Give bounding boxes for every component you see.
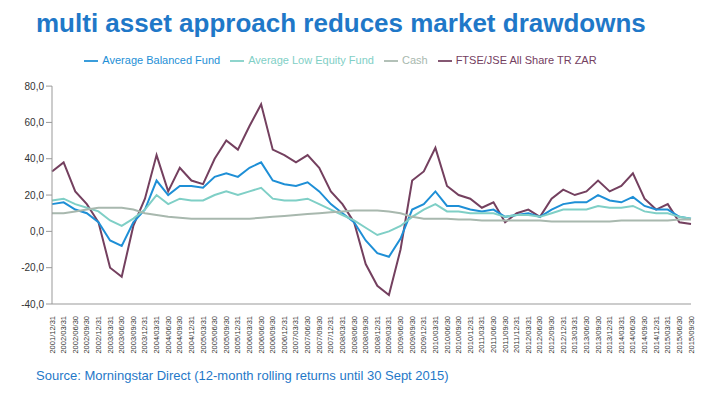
svg-text:2008/12/31: 2008/12/31 — [373, 316, 382, 354]
svg-text:2009/03/31: 2009/03/31 — [384, 316, 393, 354]
svg-text:2007/06/30: 2007/06/30 — [303, 316, 312, 354]
svg-text:2011/06/30: 2011/06/30 — [489, 316, 498, 353]
svg-text:2008/09/30: 2008/09/30 — [361, 316, 370, 354]
svg-text:2009/09/30: 2009/09/30 — [408, 316, 417, 354]
svg-text:2015/09/30: 2015/09/30 — [687, 316, 696, 354]
svg-text:2013/03/31: 2013/03/31 — [570, 316, 579, 354]
html-text:Average Balanced Fund: Average Balanced Fund — [102, 54, 221, 66]
svg-text:2013/12/31: 2013/12/31 — [605, 316, 614, 354]
svg-text:-40,0: -40,0 — [21, 299, 44, 310]
svg-text:2010/12/31: 2010/12/31 — [466, 316, 475, 354]
svg-text:80,0: 80,0 — [25, 81, 45, 92]
svg-text:-20,0: -20,0 — [21, 262, 44, 273]
svg-text:2015/06/30: 2015/06/30 — [675, 316, 684, 354]
svg-text:2010/03/31: 2010/03/31 — [431, 316, 440, 354]
svg-text:2003/12/31: 2003/12/31 — [140, 316, 149, 354]
svg-text:2002/09/30: 2002/09/30 — [82, 316, 91, 354]
svg-text:2008/06/30: 2008/06/30 — [350, 316, 359, 354]
svg-text:2001/12/31: 2001/12/31 — [48, 316, 57, 354]
svg-text:2002/03/31: 2002/03/31 — [59, 316, 68, 354]
svg-text:2006/12/31: 2006/12/31 — [280, 316, 289, 354]
svg-text:0,0: 0,0 — [30, 226, 44, 237]
svg-text:2007/09/30: 2007/09/30 — [315, 316, 324, 354]
svg-text:40,0: 40,0 — [25, 153, 45, 164]
svg-text:2005/12/31: 2005/12/31 — [233, 316, 242, 354]
svg-text:2011/09/30: 2011/09/30 — [501, 316, 510, 353]
svg-text:2004/12/31: 2004/12/31 — [187, 316, 196, 354]
svg-text:2003/09/30: 2003/09/30 — [129, 316, 138, 354]
svg-text:2007/03/31: 2007/03/31 — [291, 316, 300, 354]
svg-text:2005/06/30: 2005/06/30 — [210, 316, 219, 354]
svg-text:2002/06/30: 2002/06/30 — [71, 316, 80, 354]
svg-text:2015/03/31: 2015/03/31 — [663, 316, 672, 354]
svg-text:2004/06/30: 2004/06/30 — [164, 316, 173, 354]
svg-text:2009/06/30: 2009/06/30 — [396, 316, 405, 354]
svg-text:2012/03/31: 2012/03/31 — [524, 316, 533, 354]
svg-text:2006/03/31: 2006/03/31 — [245, 316, 254, 354]
svg-text:2013/06/30: 2013/06/30 — [582, 316, 591, 354]
svg-text:2010/06/30: 2010/06/30 — [443, 316, 452, 354]
svg-text:2014/12/31: 2014/12/31 — [652, 316, 661, 354]
html-text:Cash: Cash — [401, 54, 428, 66]
svg-text:2012/06/30: 2012/06/30 — [535, 316, 544, 354]
svg-text:2010/09/30: 2010/09/30 — [454, 316, 463, 354]
svg-text:2011/12/31: 2011/12/31 — [512, 316, 521, 353]
svg-text:2008/03/31: 2008/03/31 — [338, 316, 347, 354]
svg-text:60,0: 60,0 — [25, 117, 45, 128]
svg-text:2004/03/31: 2004/03/31 — [152, 316, 161, 354]
svg-text:2006/09/30: 2006/09/30 — [268, 316, 277, 354]
html-text:FTSE/JSE All Share TR ZAR: FTSE/JSE All Share TR ZAR — [455, 54, 597, 66]
svg-text:2011/03/31: 2011/03/31 — [477, 316, 486, 353]
svg-text:2003/06/30: 2003/06/30 — [117, 316, 126, 354]
svg-text:2002/12/31: 2002/12/31 — [94, 316, 103, 354]
svg-text:2005/09/30: 2005/09/30 — [222, 316, 231, 354]
svg-text:2007/12/31: 2007/12/31 — [326, 316, 335, 354]
svg-text:2012/09/30: 2012/09/30 — [547, 316, 556, 354]
html-text:Source: Morningstar Direct (12: Source: Morningstar Direct (12-month rol… — [36, 368, 449, 383]
svg-text:2003/03/31: 2003/03/31 — [106, 316, 115, 354]
svg-text:2005/03/31: 2005/03/31 — [199, 316, 208, 354]
svg-text:2014/03/31: 2014/03/31 — [617, 316, 626, 354]
html-text:Average Low Equity Fund: Average Low Equity Fund — [248, 54, 374, 66]
svg-text:2004/09/30: 2004/09/30 — [175, 316, 184, 354]
svg-text:2014/06/30: 2014/06/30 — [628, 316, 637, 354]
svg-text:20,0: 20,0 — [25, 190, 45, 201]
svg-text:2006/06/30: 2006/06/30 — [257, 316, 266, 354]
svg-text:2009/12/31: 2009/12/31 — [419, 316, 428, 354]
html-text:multi asset approach reduces m: multi asset approach reduces market draw… — [36, 8, 646, 38]
svg-text:2014/09/30: 2014/09/30 — [640, 316, 649, 354]
svg-text:2012/12/31: 2012/12/31 — [559, 316, 568, 354]
svg-text:2013/09/30: 2013/09/30 — [594, 316, 603, 354]
